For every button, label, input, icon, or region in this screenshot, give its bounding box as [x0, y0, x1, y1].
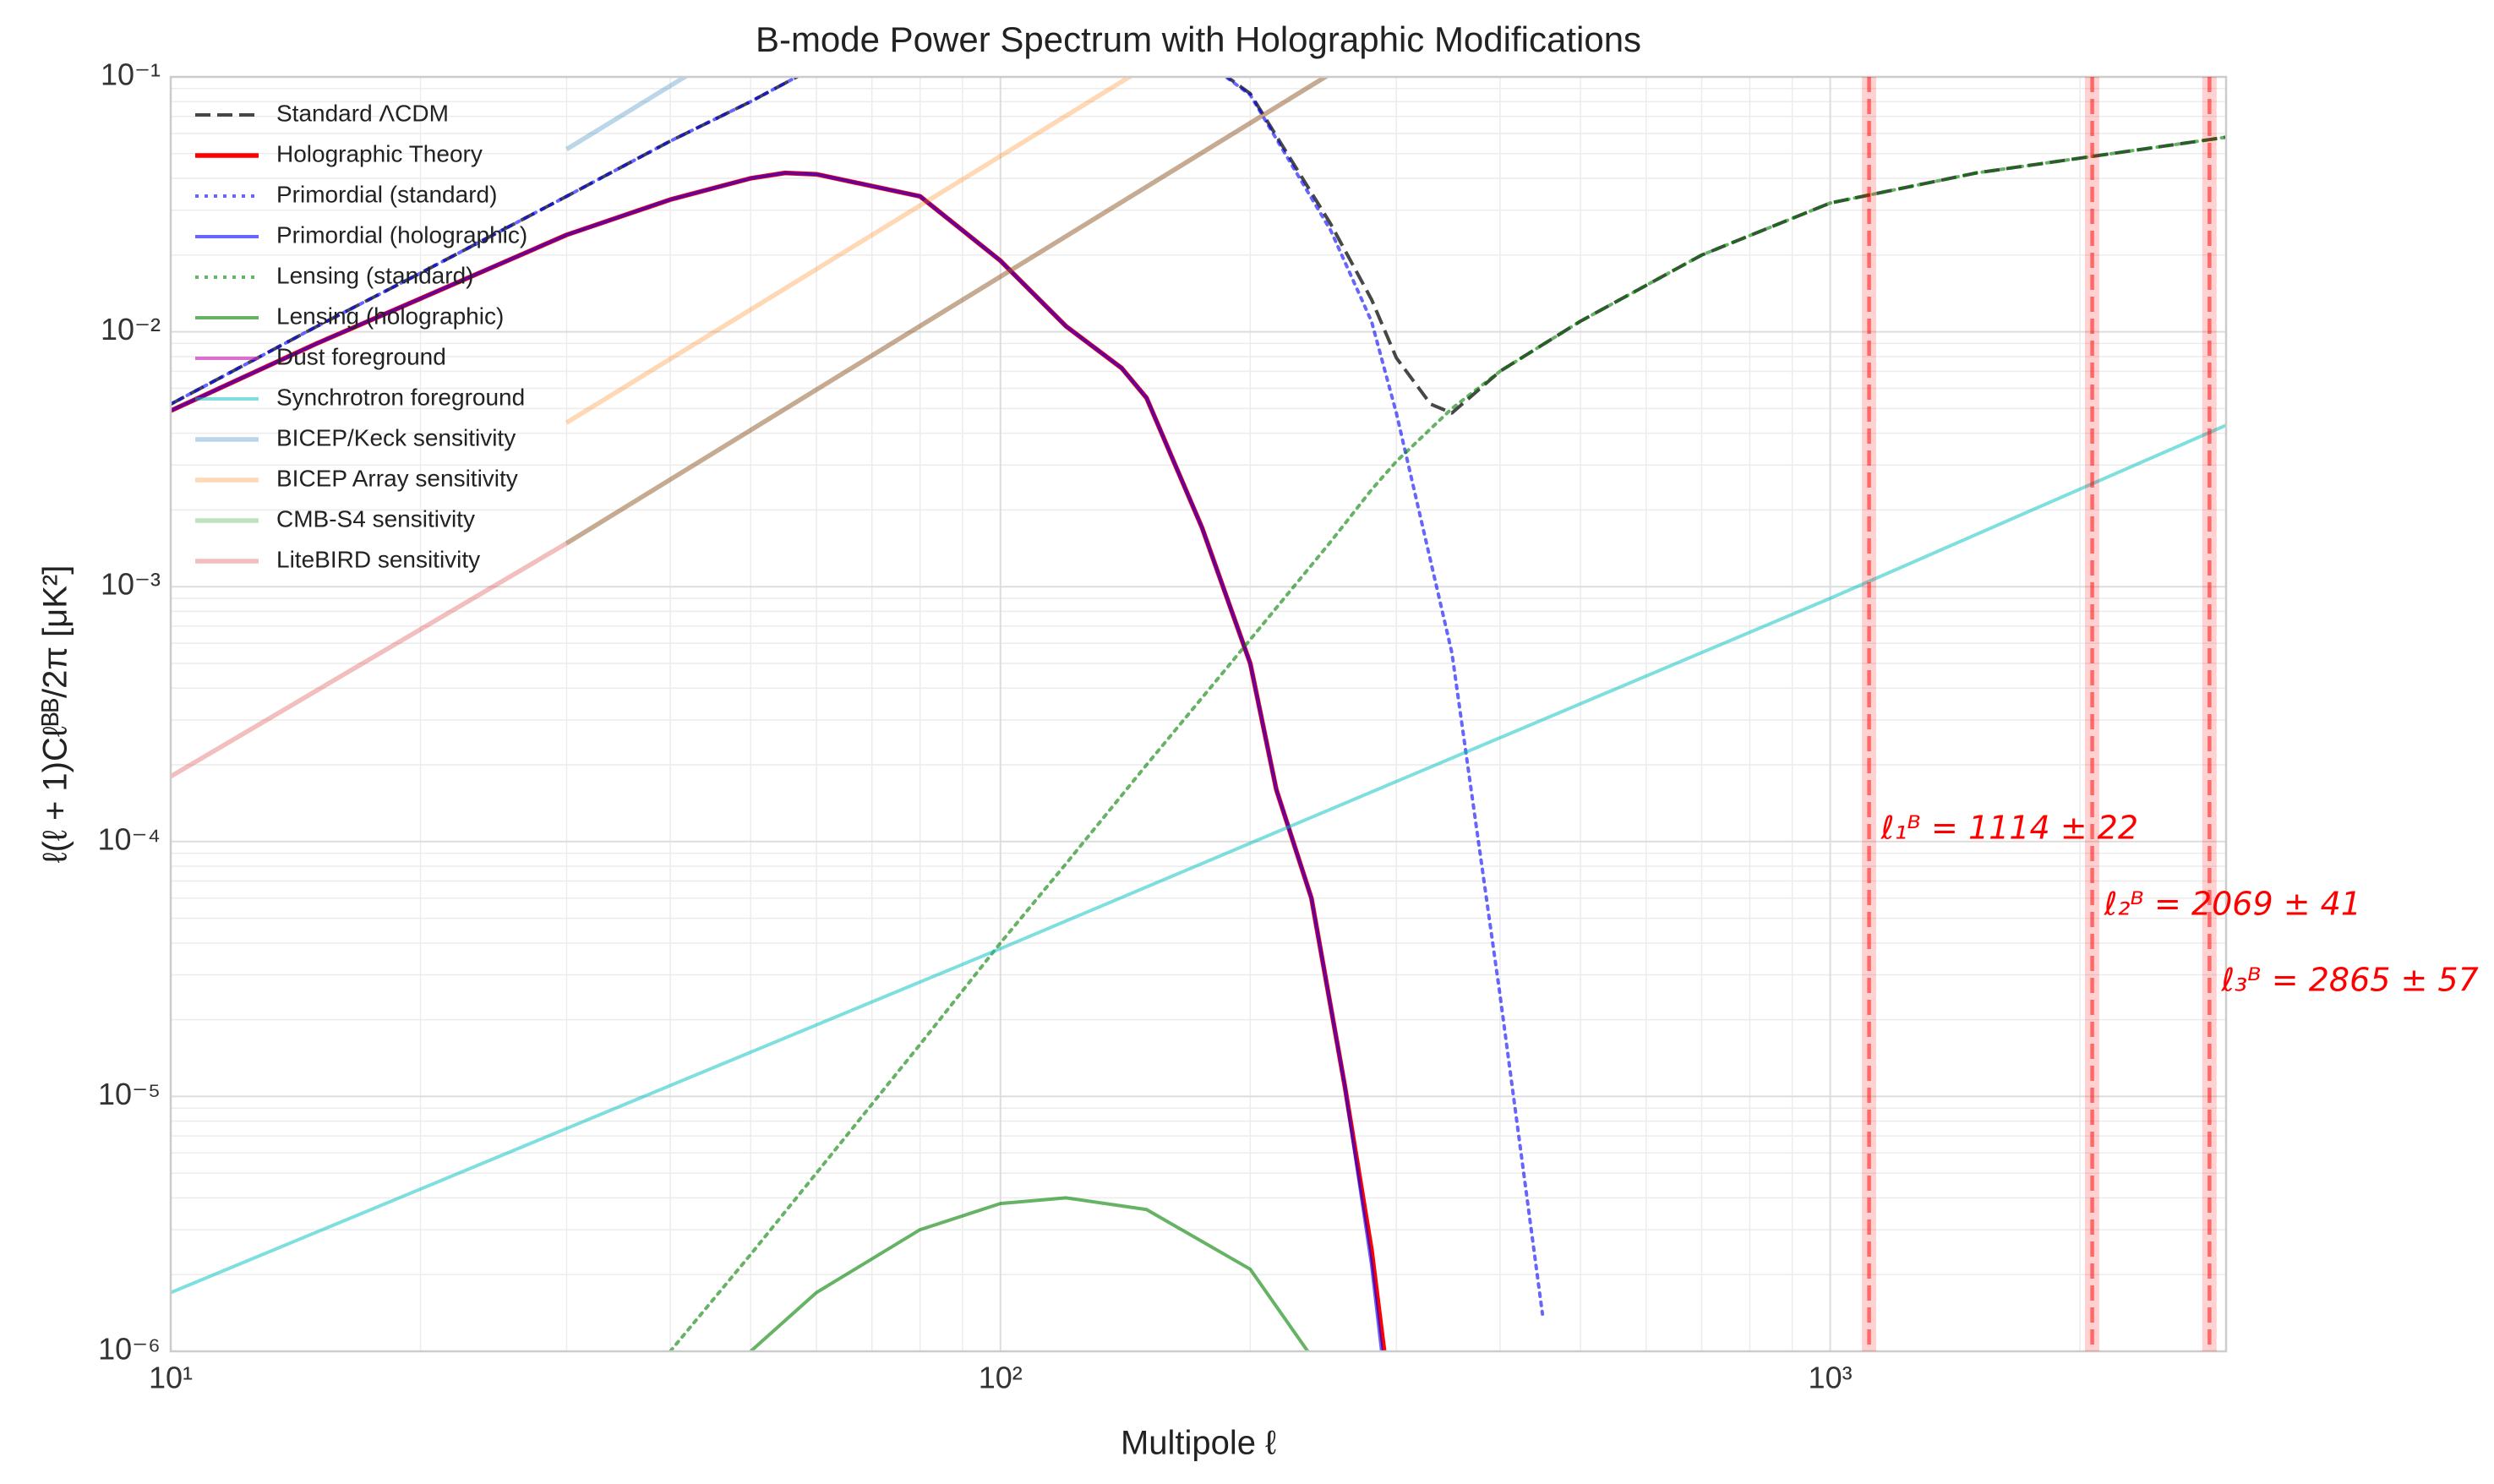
- legend: Standard ΛCDM Holographic Theory Primordia…: [195, 100, 527, 572]
- legend-label: Dust foreground: [276, 343, 446, 369]
- legend-label: Holographic Theory: [276, 140, 483, 166]
- peak-label: ℓ₃ᴮ = 2865 ± 57: [2220, 962, 2478, 999]
- legend-label: Lensing (holographic): [276, 303, 504, 329]
- y-tick-label: 10⁻⁴: [97, 821, 161, 856]
- y-tick-label: 10⁻⁵: [98, 1077, 161, 1111]
- y-tick-label: 10⁻⁶: [98, 1332, 161, 1367]
- x-tick-label: 10²: [979, 1361, 1023, 1395]
- annotations: ℓ₁ᴮ = 1114 ± 22 ℓ₂ᴮ = 2069 ± 41 ℓ₃ᴮ = 2865…: [1862, 77, 2479, 1351]
- series-line: [171, 171, 1383, 1351]
- y-tick-label: 10⁻³: [101, 567, 161, 602]
- y-axis-label: ℓ(ℓ + 1)Cℓᴮᴮ/2π [μK²]: [37, 565, 74, 864]
- legend-label: BICEP Array sensitivity: [276, 465, 518, 491]
- legend-label: LiteBIRD sensitivity: [276, 546, 480, 572]
- legend-label: Synchrotron foreground: [276, 384, 525, 410]
- series-line: [565, 77, 1330, 546]
- legend-label: BICEP/Keck sensitivity: [276, 424, 516, 450]
- x-tick-label: 10¹: [149, 1361, 193, 1395]
- peak-label: ℓ₂ᴮ = 2069 ± 41: [2104, 886, 2361, 923]
- legend-label: Primordial (standard): [276, 181, 497, 207]
- x-axis-label: Multipole ℓ: [1121, 1425, 1276, 1462]
- series-line: [565, 77, 690, 151]
- y-tick-label: 10⁻²: [101, 312, 161, 346]
- legend-label: Lensing (standard): [276, 262, 473, 288]
- series-line: [749, 1196, 1310, 1351]
- series-line: [171, 77, 1330, 779]
- series-line: [171, 423, 2226, 1295]
- peak-label: ℓ₁ᴮ = 1114 ± 22: [1880, 810, 2138, 847]
- y-tick-label: 10⁻¹: [101, 57, 161, 92]
- plot-frame: [169, 75, 2228, 1353]
- chart-title: B-mode Power Spectrum with Holographic M…: [756, 19, 1641, 59]
- legend-label: Primordial (holographic): [276, 221, 527, 248]
- legend-label: Standard ΛCDM: [276, 100, 449, 126]
- x-tick-label: 10³: [1809, 1361, 1853, 1395]
- plot-area: [171, 77, 2226, 1351]
- legend-label: CMB-S4 sensitivity: [276, 505, 475, 532]
- series-line: [669, 135, 2226, 1351]
- series-line: [565, 77, 1134, 425]
